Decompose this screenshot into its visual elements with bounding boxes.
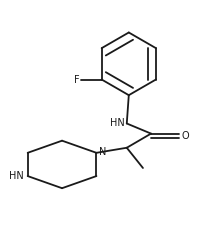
Text: HN: HN (110, 118, 124, 128)
Text: F: F (74, 74, 79, 84)
Text: O: O (181, 131, 188, 141)
Text: N: N (98, 147, 106, 157)
Text: HN: HN (9, 171, 24, 181)
